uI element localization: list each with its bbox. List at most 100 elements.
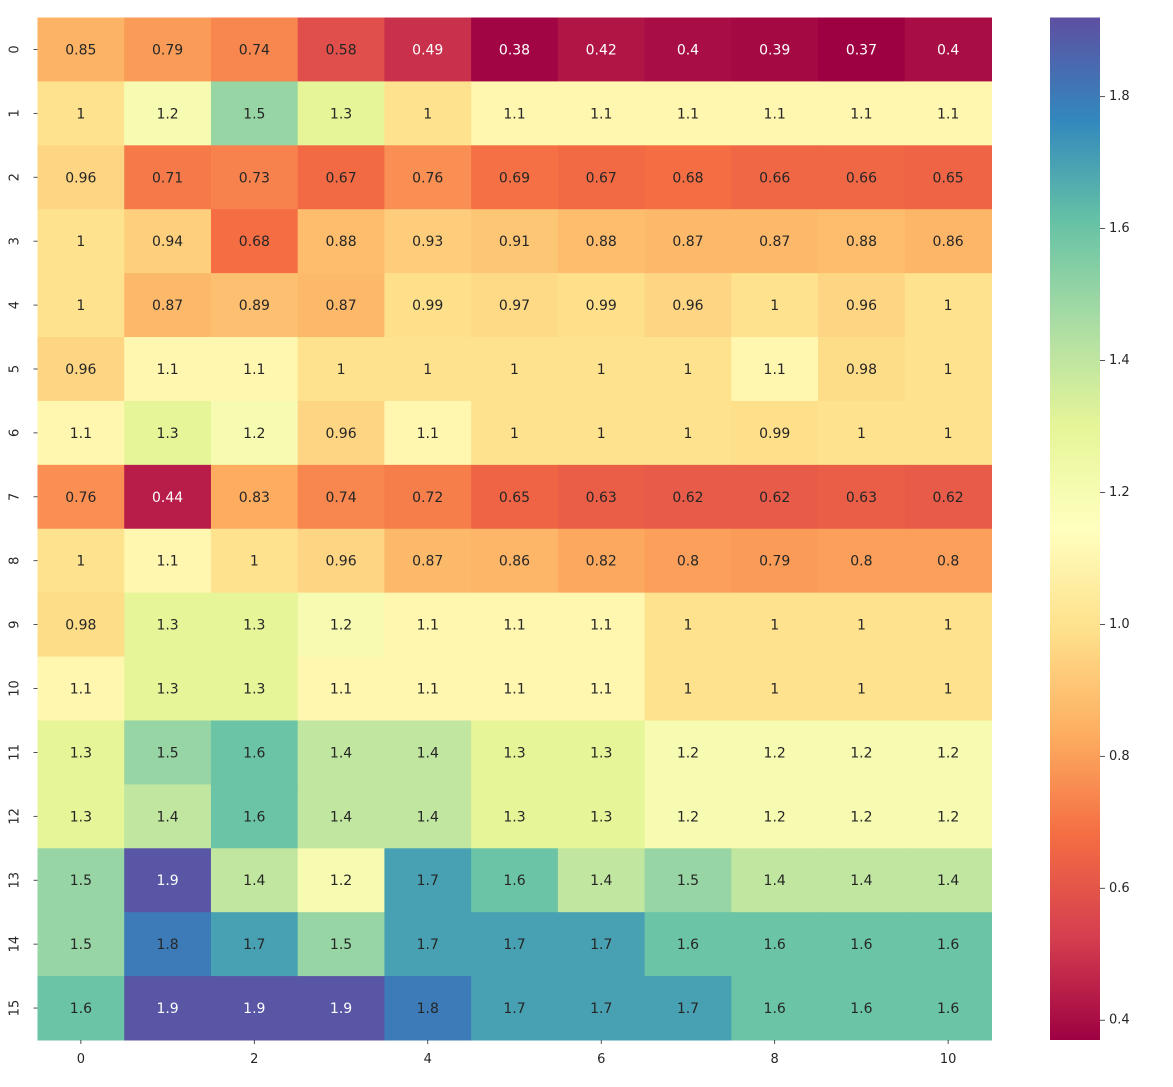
heatmap-cell-r11-c3 xyxy=(297,720,385,785)
cell-label-r14-c10: 1.6 xyxy=(937,937,959,953)
heatmap-cell-r15-c8 xyxy=(731,976,819,1041)
heatmap-cell-r14-c9 xyxy=(818,912,906,977)
heatmap-cell-r11-c8 xyxy=(731,720,819,785)
cell-label-r5-c4: 1 xyxy=(423,362,432,378)
cell-label-r2-c5: 0.69 xyxy=(499,170,530,186)
cell-label-r10-c2: 1.3 xyxy=(243,682,265,698)
cell-label-r15-c6: 1.7 xyxy=(590,1001,612,1017)
cell-label-r9-c6: 1.1 xyxy=(590,618,612,634)
cell-label-r1-c1: 1.2 xyxy=(156,106,178,122)
heatmap-cell-r4-c8 xyxy=(731,273,819,338)
heatmap-cell-r2-c7 xyxy=(644,145,732,210)
cell-label-r3-c0: 1 xyxy=(76,234,85,250)
cell-label-r11-c5: 1.3 xyxy=(503,745,525,761)
heatmap-cell-r7-c6 xyxy=(557,464,646,530)
cell-label-r15-c9: 1.6 xyxy=(850,1001,872,1017)
y-tick-label-5: 5 xyxy=(8,365,23,373)
heatmap-cell-r9-c6 xyxy=(557,592,646,658)
cell-label-r2-c4: 0.76 xyxy=(412,170,443,186)
heatmap-cell-r3-c9 xyxy=(818,209,906,274)
heatmap-cell-r11-c4 xyxy=(384,720,472,785)
heatmap-cell-r10-c5 xyxy=(471,656,559,721)
cell-label-r3-c8: 0.87 xyxy=(759,234,790,250)
cell-label-r10-c6: 1.1 xyxy=(590,682,612,698)
heatmap-cell-r8-c7 xyxy=(644,528,732,594)
heatmap-cell-r8-c5 xyxy=(471,528,559,594)
cell-label-r11-c7: 1.2 xyxy=(677,745,699,761)
cell-label-r8-c5: 0.86 xyxy=(499,554,530,570)
cell-label-r2-c10: 0.65 xyxy=(933,170,964,186)
cell-label-r2-c8: 0.66 xyxy=(759,170,790,186)
cell-label-r15-c8: 1.6 xyxy=(764,1001,786,1017)
heatmap-cell-r15-c6 xyxy=(557,976,646,1041)
cell-label-r5-c3: 1 xyxy=(337,362,346,378)
heatmap-cell-r11-c1 xyxy=(124,720,212,785)
cell-label-r12-c4: 1.4 xyxy=(417,809,439,825)
y-tick-label-9: 9 xyxy=(8,620,23,628)
heatmap-cell-r2-c6 xyxy=(557,145,646,210)
heatmap-cell-r1-c3 xyxy=(297,81,385,146)
heatmap-cell-r13-c1 xyxy=(124,848,212,913)
heatmap-cell-r15-c1 xyxy=(124,976,212,1041)
heatmap-cell-r8-c3 xyxy=(297,528,385,594)
y-tick-label-15: 15 xyxy=(8,1000,23,1017)
colorbar-tick-label-4: 1.2 xyxy=(1109,485,1130,500)
cell-label-r4-c5: 0.97 xyxy=(499,298,530,314)
heatmap-cell-r15-c3 xyxy=(297,976,385,1041)
cell-label-r4-c6: 0.99 xyxy=(586,298,617,314)
heatmap-cell-r5-c8 xyxy=(731,337,819,402)
cell-label-r5-c1: 1.1 xyxy=(156,362,178,378)
cell-label-r13-c5: 1.6 xyxy=(503,873,525,889)
heatmap-cell-r1-c2 xyxy=(210,81,299,146)
colorbar-tick-label-5: 1.4 xyxy=(1109,353,1130,368)
heatmap-cell-r8-c9 xyxy=(818,528,906,594)
cell-label-r10-c8: 1 xyxy=(770,682,779,698)
cell-label-r13-c4: 1.7 xyxy=(417,873,439,889)
heatmap-cell-r12-c1 xyxy=(124,784,212,849)
heatmap-cell-r14-c1 xyxy=(124,912,212,977)
heatmap-cell-r5-c6 xyxy=(557,337,646,402)
cell-label-r14-c2: 1.7 xyxy=(243,937,265,953)
y-tick-label-1: 1 xyxy=(8,109,23,117)
heatmap-cell-r7-c9 xyxy=(818,464,906,530)
heatmap-cell-r4-c3 xyxy=(297,273,385,338)
heatmap-cell-r9-c10 xyxy=(904,592,992,658)
cell-label-r3-c5: 0.91 xyxy=(499,234,530,250)
colorbar-tick-label-2: 0.8 xyxy=(1109,749,1130,764)
cell-label-r9-c7: 1 xyxy=(683,618,692,634)
colorbar-tick-label-7: 1.8 xyxy=(1109,89,1130,104)
cell-label-r15-c0: 1.6 xyxy=(70,1001,92,1017)
cell-label-r9-c2: 1.3 xyxy=(243,618,265,634)
colorbar-tick-label-3: 1.0 xyxy=(1109,617,1130,632)
y-tick-label-7: 7 xyxy=(8,493,23,501)
y-tick-label-2: 2 xyxy=(8,173,23,181)
heatmap-cell-r2-c9 xyxy=(818,145,906,210)
heatmap-cell-r7-c10 xyxy=(904,464,992,530)
cell-label-r5-c8: 1.1 xyxy=(764,362,786,378)
cell-label-r7-c5: 0.65 xyxy=(499,490,530,506)
heatmap-cell-r3-c1 xyxy=(124,209,212,274)
cell-label-r3-c1: 0.94 xyxy=(152,234,183,250)
heatmap-cell-r5-c10 xyxy=(904,337,992,402)
colorbar xyxy=(1050,17,1100,1040)
cell-label-r14-c8: 1.6 xyxy=(764,937,786,953)
heatmap-cell-r0-c7 xyxy=(644,17,732,82)
heatmap-cell-r13-c9 xyxy=(818,848,906,913)
x-tick-label-1: 2 xyxy=(250,1052,258,1067)
heatmap-cell-r15-c4 xyxy=(384,976,472,1041)
heatmap-cell-r0-c0 xyxy=(37,17,125,82)
cell-label-r11-c3: 1.4 xyxy=(330,745,352,761)
cell-label-r8-c10: 0.8 xyxy=(937,554,959,570)
heatmap-cell-r9-c0 xyxy=(37,592,125,658)
cell-label-r3-c3: 0.88 xyxy=(325,234,356,250)
heatmap-cell-r14-c10 xyxy=(904,912,992,977)
heatmap-cell-r1-c7 xyxy=(644,81,732,146)
heatmap-cell-r1-c9 xyxy=(818,81,906,146)
heatmap-cell-r10-c4 xyxy=(384,656,472,721)
heatmap-cell-r10-c6 xyxy=(557,656,646,721)
cell-label-r8-c0: 1 xyxy=(76,554,85,570)
heatmap-cell-r2-c2 xyxy=(210,145,299,210)
heatmap-cell-r7-c4 xyxy=(384,464,472,530)
cell-label-r12-c8: 1.2 xyxy=(764,809,786,825)
cell-label-r15-c1: 1.9 xyxy=(156,1001,178,1017)
